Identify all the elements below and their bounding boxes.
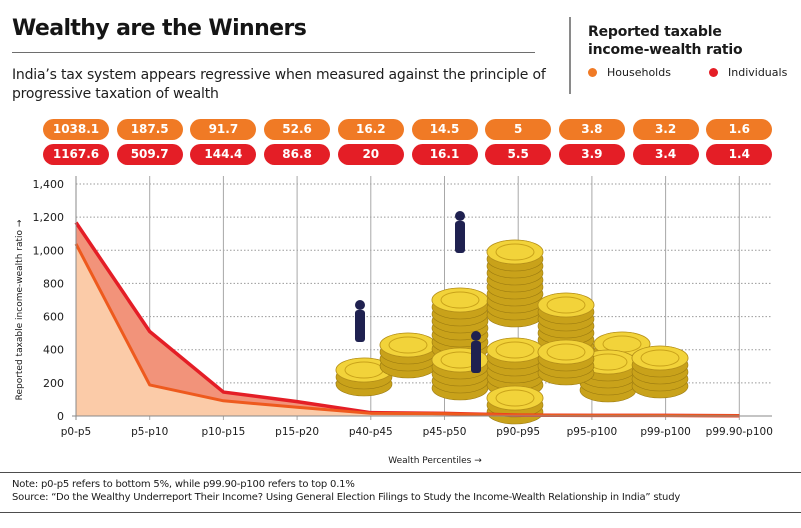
individuals-value-pill: 16.1 [411, 144, 478, 165]
coin-rim-icon [546, 296, 586, 314]
legend-item-households: Households [588, 66, 671, 79]
x-tick-label: p99-p100 [640, 426, 691, 438]
coin-top-icon [631, 345, 689, 371]
coin-rim-icon [495, 341, 535, 359]
individuals-value-pill: 144.4 [190, 144, 257, 165]
individuals-value-pill: 509.7 [116, 144, 183, 165]
footer-source: Source: “Do the Wealthy Underreport Thei… [12, 492, 681, 503]
households-value-row: 1038.1 187.5 91.7 52.6 16.2 14.5 5 3.8 3.2 1.6 [0, 119, 801, 141]
legend-divider [569, 17, 571, 94]
person-head-icon [455, 211, 465, 221]
households-value-pill: 3.2 [632, 119, 699, 140]
households-value-pill: 3.8 [558, 119, 625, 140]
coin-top-icon [486, 239, 544, 265]
households-value-pill: 52.6 [264, 119, 331, 140]
coin-top-icon [486, 385, 544, 411]
individuals-value-pill: 1.4 [706, 144, 773, 165]
x-tick-label: p0-p5 [61, 426, 91, 438]
x-axis-title: Wealth Percentiles → [388, 456, 482, 465]
households-dot-icon [588, 68, 597, 77]
y-axis-title: Reported taxable income-wealth ratio → [15, 219, 25, 400]
households-value-pill: 187.5 [116, 119, 183, 140]
households-value-pill: 1.6 [706, 119, 773, 140]
coin-rim-icon [440, 291, 480, 309]
person-body-icon [471, 341, 481, 373]
person-body-icon [455, 221, 465, 253]
individuals-value-pill: 1167.6 [43, 144, 109, 165]
coin-rim-icon [495, 243, 535, 261]
y-tick-label: 200 [43, 377, 64, 390]
x-tick-label: p45-p50 [423, 426, 467, 438]
households-line [74, 243, 740, 418]
person-head-icon [355, 300, 365, 310]
legend-title-line1: Reported taxable [588, 24, 722, 40]
households-value-pill: 5 [485, 119, 552, 140]
y-tick-label: 1,200 [33, 211, 65, 224]
x-tick-label: p5-p10 [131, 426, 168, 438]
households-value-pill: 14.5 [411, 119, 478, 140]
x-tick-label: p40-p45 [349, 426, 393, 438]
title-divider [12, 52, 535, 53]
coin-rim-icon [546, 343, 586, 361]
individuals-value-pill: 86.8 [264, 144, 331, 165]
person-head-icon [471, 331, 481, 341]
x-tick-label: p15-p20 [275, 426, 319, 438]
x-tick-label: p90-p95 [496, 426, 540, 438]
chart-subtitle: India’s tax system appears regressive wh… [12, 67, 546, 102]
legend-title: Reported taxable income-wealth ratio [588, 23, 743, 59]
individuals-value-pill: 20 [337, 144, 404, 165]
households-value-pill: 16.2 [337, 119, 404, 140]
coin-rim-icon [495, 389, 535, 407]
legend-item-individuals: Individuals [709, 66, 787, 79]
coin-top-icon [537, 292, 595, 318]
person-body-icon [355, 310, 365, 342]
coin-rim-icon [640, 349, 680, 367]
y-tick-label: 600 [43, 311, 64, 324]
y-tick-label: 800 [43, 277, 64, 290]
footer-note: Note: p0-p5 refers to bottom 5%, while p… [12, 479, 355, 490]
footer-divider-top [0, 472, 801, 473]
legend-label-individuals: Individuals [728, 66, 788, 79]
chart-area: 0 200 400 600 800 1,000 1,200 1,400 p0-p5 p5-p10 p… [15, 176, 773, 465]
y-tick-label: 1,400 [33, 178, 65, 191]
individuals-value-pill: 3.9 [558, 144, 625, 165]
x-tick-label: p95-p100 [567, 426, 618, 438]
coin-top-icon [537, 339, 595, 365]
chart-title: Wealthy are the Winners [12, 16, 307, 41]
y-tick-label: 1,000 [33, 244, 65, 257]
coin-rim-icon [388, 336, 428, 354]
legend-label-households: Households [607, 66, 671, 79]
x-tick-label: p10-p15 [201, 426, 245, 438]
individuals-value-pill: 5.5 [485, 144, 552, 165]
x-tick-label: p99.90-p100 [706, 426, 773, 438]
footer-divider-bottom [0, 512, 801, 513]
households-area [76, 243, 740, 416]
y-tick-label: 0 [57, 410, 64, 423]
legend-title-line2: income-wealth ratio [588, 42, 743, 58]
individuals-dot-icon [709, 68, 718, 77]
y-tick-label: 400 [43, 344, 64, 357]
individuals-value-row: 1167.6 509.7 144.4 86.8 20 16.1 5.5 3.9 3.4 1.4 [0, 144, 801, 166]
individuals-value-pill: 3.4 [632, 144, 699, 165]
households-value-pill: 1038.1 [43, 119, 109, 140]
households-value-pill: 91.7 [190, 119, 257, 140]
